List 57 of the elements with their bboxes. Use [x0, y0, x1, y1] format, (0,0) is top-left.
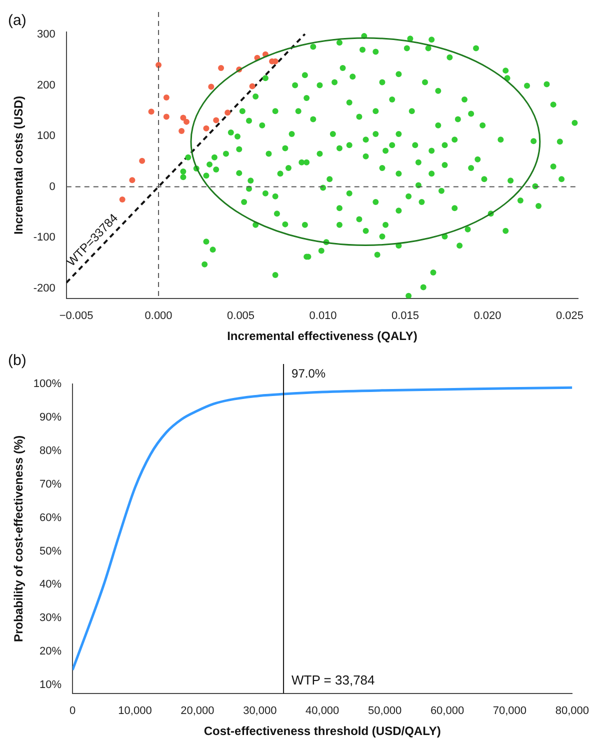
- point: [213, 117, 220, 124]
- x-tick-label: 80,000: [555, 705, 590, 718]
- y-tick-label: 0: [49, 180, 56, 193]
- point: [208, 84, 214, 90]
- point: [178, 128, 185, 134]
- x-tick-label: 30,000: [243, 705, 277, 718]
- y-tick-label: 200: [37, 79, 56, 92]
- y-axis-title: Probability of cost-effectiveness (%): [12, 435, 26, 642]
- x-tick-label: −0.005: [59, 310, 94, 322]
- point: [156, 62, 162, 68]
- point: [163, 94, 170, 100]
- x-tick-label: 0.005: [227, 310, 255, 322]
- y-tick-label: 80%: [40, 444, 62, 457]
- y-tick-label: 100: [37, 130, 56, 142]
- x-tick-label: 10,000: [118, 705, 152, 718]
- y-tick-label: 70%: [40, 478, 62, 490]
- line-series: [72, 386, 572, 672]
- x-tick-label: 0.010: [309, 310, 337, 322]
- annotation: 97.0%: [292, 366, 326, 380]
- point: [218, 65, 224, 72]
- point: [224, 110, 231, 116]
- y-tick-label: 300: [37, 28, 56, 41]
- x-axis-title: Cost-effectiveness threshold (USD/QALY): [204, 724, 441, 738]
- y-tick-label: 40%: [40, 578, 62, 591]
- x-tick-label: 0: [69, 705, 76, 718]
- chart-title: (b): [8, 352, 26, 370]
- x-tick-label: 40,000: [306, 705, 340, 718]
- point: [203, 125, 210, 132]
- x-tick-label: 50,000: [368, 705, 402, 718]
- ref-line-label: WTP = 33,784: [292, 672, 375, 688]
- y-tick-label: -100: [33, 232, 56, 244]
- point: [163, 114, 170, 120]
- point: [119, 196, 126, 202]
- y-tick-label: 50%: [40, 545, 62, 558]
- y-tick-label: 100%: [33, 378, 62, 390]
- x-axis-title: Incremental effectiveness (QALY): [227, 329, 418, 344]
- x-tick-label: 70,000: [492, 705, 527, 718]
- y-tick-label: 90%: [40, 411, 62, 424]
- chart-title: (a): [8, 12, 26, 30]
- point: [148, 108, 154, 115]
- point: [184, 118, 190, 125]
- y-tick-label: 60%: [40, 512, 62, 524]
- x-tick-label: 0.025: [556, 310, 584, 322]
- point: [249, 83, 256, 90]
- y-tick-label: 10%: [40, 679, 62, 692]
- point: [129, 177, 136, 184]
- y-tick-label: 20%: [40, 646, 62, 658]
- x-tick-label: 0.015: [392, 310, 420, 322]
- x-tick-label: 0.020: [474, 310, 502, 322]
- x-tick-label: 60,000: [430, 705, 464, 718]
- x-tick-label: 0.000: [144, 310, 172, 322]
- point: [139, 158, 146, 164]
- y-tick-label: 30%: [40, 612, 62, 624]
- y-tick-label: -200: [33, 282, 56, 294]
- point: [180, 114, 186, 121]
- x-tick-label: 20,000: [180, 705, 214, 718]
- y-axis-title: Incremental costs (USD): [12, 96, 26, 235]
